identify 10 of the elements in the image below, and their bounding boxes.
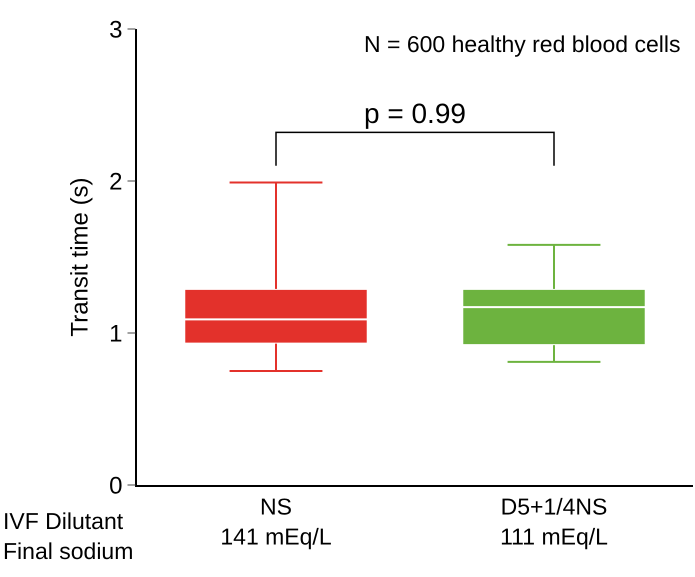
y-tick-label: 2 <box>109 168 122 196</box>
y-tick-label: 3 <box>109 16 122 44</box>
y-tick-label: 1 <box>109 320 122 348</box>
annotation: p = 0.99 <box>364 98 466 129</box>
y-axis-title: Transit time (s) <box>66 177 94 337</box>
annotation: N = 600 healthy red blood cells <box>364 31 680 57</box>
text: IVF Dilutant Final sodium <box>3 508 134 564</box>
y-tick-label: 0 <box>109 472 122 500</box>
x-tick-label: NS 141 mEq/L <box>220 493 332 550</box>
x-tick-label: D5+1/4NS 111 mEq/L <box>500 493 608 550</box>
